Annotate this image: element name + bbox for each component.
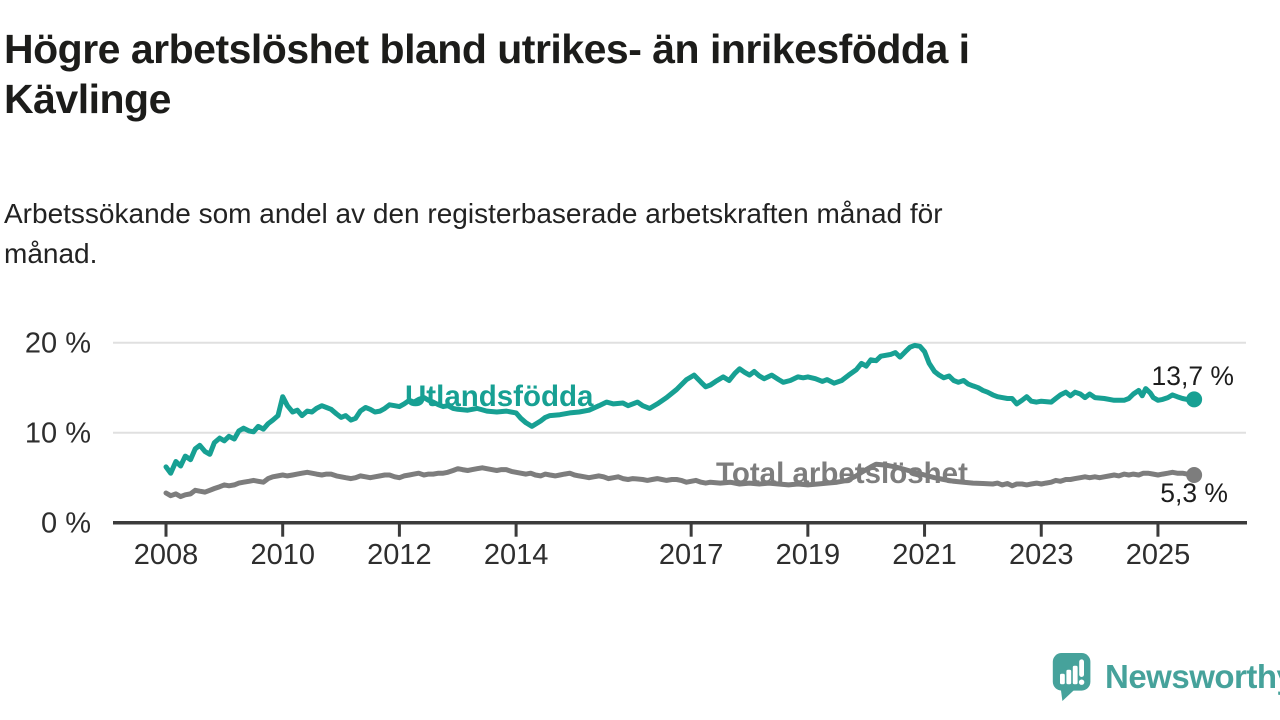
x-axis-tick-label: 2021 bbox=[892, 539, 957, 571]
series-end-value-label: 5,3 % bbox=[1160, 478, 1228, 508]
newsworthy-logo-text: Newsworthy bbox=[1105, 658, 1280, 695]
chart-subtitle: Arbetssökande som andel av den registerb… bbox=[4, 198, 943, 269]
newsworthy-logo-icon bbox=[1052, 653, 1091, 701]
y-axis-tick-label: 0 % bbox=[41, 508, 91, 540]
y-axis-tick-label: 10 % bbox=[25, 418, 91, 450]
x-axis-tick-label: 2025 bbox=[1126, 539, 1191, 571]
x-axis-tick-label: 2014 bbox=[484, 539, 549, 571]
series-label: Utlandsfödda bbox=[405, 380, 594, 413]
x-axis-tick-label: 2019 bbox=[776, 539, 841, 571]
series-end-dot bbox=[1186, 467, 1203, 483]
series-end-dot bbox=[1186, 391, 1203, 408]
line-chart: 0 % 10 % 20 % 2008 2010 2012 2014 2017 2019 2021 2… bbox=[0, 300, 1280, 600]
series-line bbox=[163, 342, 1197, 476]
page-title: Högre arbetslöshet bland utrikes- än inr… bbox=[4, 26, 970, 122]
series-end-value-label: 13,7 % bbox=[1151, 361, 1234, 391]
series-label: Total arbetslöshet bbox=[716, 457, 968, 490]
x-axis-tick-label: 2012 bbox=[367, 539, 432, 571]
line-chart-canvas: 0 % 10 % 20 % 2008 2010 2012 2014 2017 2019 2021 2… bbox=[25, 328, 1247, 571]
x-axis-tick-label: 2010 bbox=[250, 539, 315, 571]
series-line bbox=[163, 461, 1197, 500]
y-axis-tick-label: 20 % bbox=[25, 328, 91, 360]
newsworthy-logo: Newsworthy bbox=[1052, 646, 1280, 708]
x-axis-tick-label: 2008 bbox=[134, 539, 199, 571]
x-axis-tick-label: 2017 bbox=[659, 539, 724, 571]
x-axis-tick-label: 2023 bbox=[1009, 539, 1074, 571]
